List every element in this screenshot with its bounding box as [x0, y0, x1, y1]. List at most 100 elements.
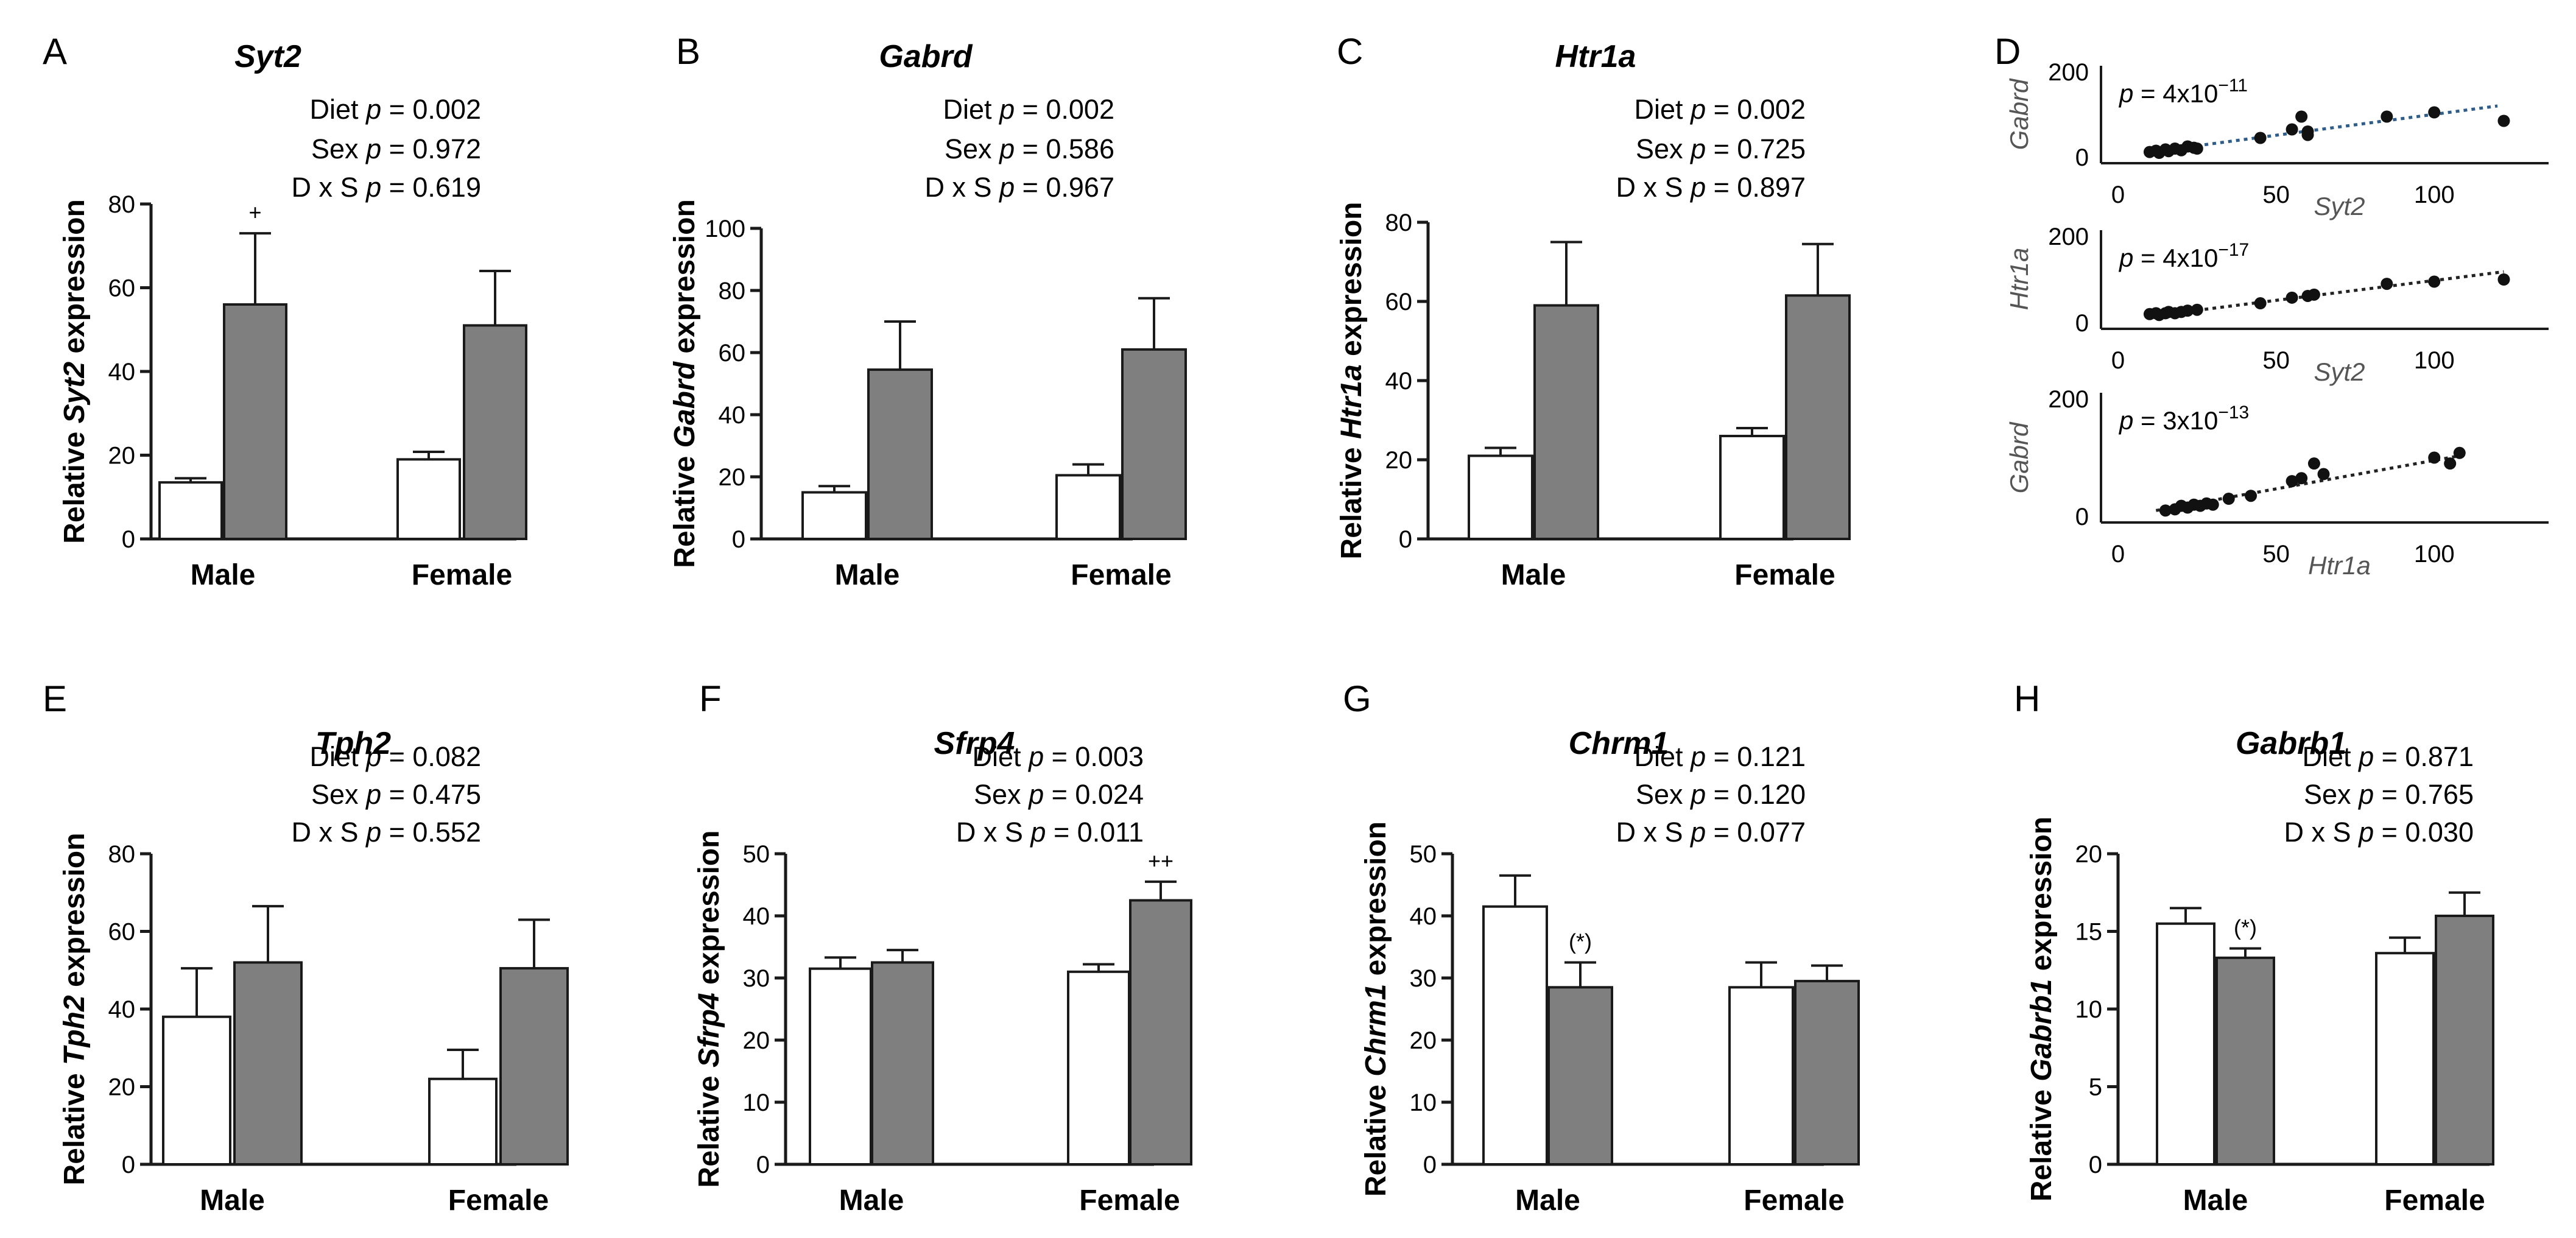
- panel-letter: A: [43, 31, 67, 72]
- panel-letter: G: [1343, 678, 1371, 719]
- data-point: [2254, 132, 2267, 144]
- y-tick-label: 0: [2075, 310, 2089, 337]
- chart-title: Gabrb1: [2236, 726, 2346, 761]
- y-tick-label: 15: [2075, 919, 2103, 946]
- y-tick-label: 20: [1410, 1027, 1437, 1054]
- y-tick-label: 60: [1385, 289, 1413, 315]
- bar-control: [1728, 986, 1794, 1166]
- bar-control: [1719, 435, 1785, 540]
- stat-line: Sex p = 0.972: [311, 133, 481, 164]
- y-tick-label: 20: [719, 464, 746, 491]
- data-point: [2497, 273, 2510, 286]
- significance-marker: ++: [1148, 848, 1174, 873]
- panel-letter: H: [2014, 678, 2040, 719]
- stat-line: D x S p = 0.967: [925, 172, 1114, 203]
- stat-line: Sex p = 0.725: [1636, 133, 1806, 164]
- panel-a: A Syt2 Diet p = 0.002 Sex p = 0.972 D x S p …: [43, 31, 527, 591]
- y-tick-label: 0: [122, 526, 135, 553]
- y-axis-label: Relative Gabrb1 expression: [2025, 817, 2058, 1201]
- y-tick-label: 80: [1385, 209, 1413, 236]
- x-tick-label: 50: [2262, 347, 2290, 374]
- y-axis-label: Relative Syt2 expression: [58, 199, 91, 544]
- bar-control: [1067, 970, 1130, 1166]
- panel-letter: F: [699, 678, 722, 719]
- y-tick-label: 200: [2048, 386, 2089, 413]
- y-tick-label: 0: [2075, 144, 2089, 171]
- stat-line: D x S p = 0.897: [1616, 172, 1806, 203]
- bar-diet: [233, 961, 303, 1166]
- data-point: [2307, 457, 2320, 470]
- y-tick-label: 200: [2048, 223, 2089, 250]
- y-tick-label: 40: [743, 903, 770, 930]
- y-tick-label: 60: [719, 340, 746, 367]
- data-point: [2295, 472, 2308, 485]
- y-tick-label: 50: [743, 841, 770, 868]
- data-point: [2286, 291, 2298, 304]
- x-category-label: Female: [2384, 1184, 2485, 1217]
- x-category-label: Male: [2183, 1184, 2248, 1217]
- y-tick-label: 40: [1385, 368, 1413, 395]
- p-value-label: p = 3x10−13: [2118, 403, 2249, 435]
- y-tick-label: 10: [1410, 1089, 1437, 1116]
- bar-control: [1468, 454, 1533, 540]
- panel-letter: D: [1994, 31, 2021, 72]
- data-point: [2444, 457, 2457, 470]
- p-value-label: p = 4x10−11: [2118, 76, 2248, 108]
- bar-control: [2375, 952, 2435, 1166]
- x-category-label: Male: [839, 1184, 904, 1217]
- data-point: [2254, 297, 2267, 310]
- bar-diet: [2215, 956, 2275, 1166]
- bar-control: [158, 481, 223, 540]
- y-axis-label: Relative Htr1a expression: [1336, 202, 1368, 560]
- stat-line: Diet p = 0.871: [2303, 741, 2474, 772]
- bar-diet: [1129, 899, 1192, 1166]
- y-tick-label: 0: [122, 1152, 135, 1178]
- y-axis-label: Relative Tph2 expression: [58, 833, 91, 1186]
- x-category-label: Female: [1744, 1184, 1844, 1217]
- y-axis-label: Relative Chrm1 expression: [1360, 821, 1392, 1197]
- bar-control: [801, 491, 867, 540]
- x-tick-label: 100: [2414, 541, 2455, 568]
- stat-line: D x S p = 0.552: [292, 817, 481, 848]
- data-point: [2317, 468, 2330, 480]
- panel-b: B Gabrd Diet p = 0.002 Sex p = 0.586 D x S p…: [669, 31, 1187, 591]
- x-tick-label: 0: [2111, 181, 2125, 208]
- y-tick-label: 20: [108, 1074, 136, 1101]
- data-point: [2428, 275, 2441, 288]
- x-category-label: Female: [1071, 559, 1171, 591]
- y-tick-label: 30: [1410, 965, 1437, 992]
- x-axis-label: Syt2: [2314, 192, 2365, 220]
- data-point: [2497, 114, 2510, 127]
- x-tick-label: 0: [2111, 541, 2125, 568]
- y-tick-label: 80: [108, 841, 136, 868]
- y-tick-label: 40: [719, 402, 746, 429]
- y-axis-label: Gabrd: [2005, 421, 2033, 493]
- x-tick-label: 0: [2111, 347, 2125, 374]
- y-axis-label: Relative Gabrd expression: [669, 199, 701, 568]
- x-category-label: Male: [1515, 1184, 1580, 1217]
- stat-line: Sex p = 0.475: [311, 779, 481, 810]
- scatter-subplot: 0 200 0 50 100 Htr1a Syt2 p = 4x10−17: [2005, 223, 2549, 386]
- data-point: [2286, 123, 2298, 136]
- y-tick-label: 0: [2075, 504, 2089, 530]
- significance-marker: (*): [1569, 929, 1592, 954]
- stat-line: Diet p = 0.082: [310, 741, 481, 772]
- stat-line: Sex p = 0.765: [2304, 779, 2474, 810]
- x-category-label: Male: [835, 559, 900, 591]
- scatter-subplot: 0 200 0 50 100 Gabrd Htr1a p = 3x10−13: [2005, 386, 2549, 580]
- chart-title: Sfrp4: [934, 726, 1015, 761]
- fit-line: [2149, 104, 2498, 154]
- x-category-label: Male: [1501, 559, 1566, 591]
- data-point: [2222, 493, 2235, 505]
- x-category-label: Male: [200, 1184, 265, 1217]
- y-tick-label: 20: [2075, 841, 2103, 868]
- panel-d: D 0 200 0 50 100 Gabrd Syt2 p = 4x10−11 0 200 0 50 10…: [1994, 31, 2549, 580]
- p-value-label: p = 4x10−17: [2118, 240, 2249, 272]
- x-category-label: Female: [1734, 559, 1835, 591]
- data-point: [2295, 110, 2308, 123]
- y-tick-label: 30: [743, 965, 770, 992]
- significance-marker: (*): [2234, 915, 2257, 940]
